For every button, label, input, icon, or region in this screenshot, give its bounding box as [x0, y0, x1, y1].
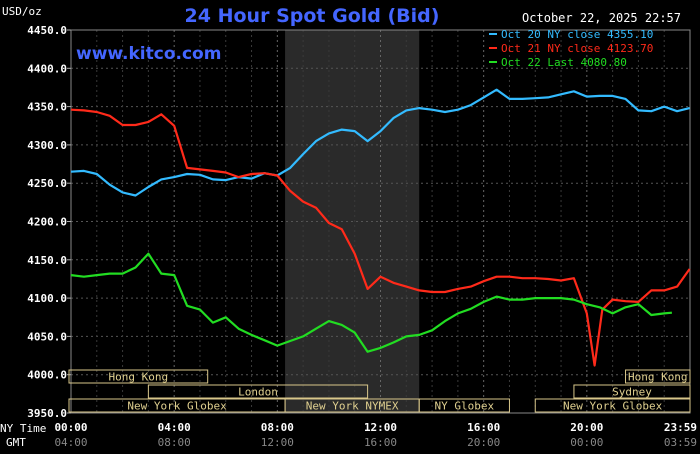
series-line-1 — [70, 88, 690, 197]
y-tick-label: 4350.0 — [27, 101, 67, 114]
ny-time-label: NY Time — [0, 422, 46, 435]
x-tick-gmt: 12:00 — [261, 436, 294, 449]
series-lines — [70, 88, 691, 367]
y-tick-label: 4300.0 — [27, 139, 67, 152]
x-tick-ny: 20:00 — [570, 421, 603, 434]
session-label: NY Globex — [435, 400, 495, 413]
y-tick-label: 4200.0 — [27, 216, 67, 229]
chart-title: 24 Hour Spot Gold (Bid) — [185, 5, 440, 27]
y-tick-label: 4400.0 — [27, 62, 67, 75]
gmt-label: GMT — [6, 436, 26, 449]
y-tick-label: 4250.0 — [27, 177, 67, 190]
x-tick-ny: 23:59 — [664, 421, 697, 434]
session-label: London — [238, 386, 278, 399]
legend-label-3: Oct 22 Last 4080.80 — [501, 56, 627, 69]
session-box — [68, 369, 209, 384]
y-tick-label: 4450.0 — [27, 24, 67, 37]
series-line-3 — [70, 252, 672, 353]
x-tick-ny: 00:00 — [54, 421, 87, 434]
session-label: Hong Kong — [109, 371, 169, 384]
x-tick-gmt: 04:00 — [54, 436, 87, 449]
x-tick-ny: 08:00 — [261, 421, 294, 434]
y-axis-ticks: 4450.0 4400.0 4350.0 4300.0 4250.0 4200.0 4150… — [27, 24, 71, 420]
session-box — [625, 369, 691, 384]
x-tick-ny: 16:00 — [467, 421, 500, 434]
x-tick-ny: 04:00 — [158, 421, 191, 434]
x-tick-gmt: 00:00 — [570, 436, 603, 449]
x-axis-ticks: NY Time GMT 00:00 04:00 04:00 08:00 08:00 12:… — [0, 421, 697, 449]
x-tick-gmt: 03:59 — [664, 436, 697, 449]
x-tick-gmt: 08:00 — [158, 436, 191, 449]
session-label: New York NYMEX — [306, 400, 399, 413]
date-stamp: October 22, 2025 22:57 — [522, 11, 681, 25]
y-tick-label: 3950.0 — [27, 407, 67, 420]
session-label: Hong Kong — [628, 371, 688, 384]
x-tick-ny: 12:00 — [364, 421, 397, 434]
x-tick-gmt: 16:00 — [364, 436, 397, 449]
y-tick-label: 4000.0 — [27, 369, 67, 382]
y-tick-label: 4100.0 — [27, 292, 67, 305]
legend-label-1: Oct 20 NY close 4355.10 — [501, 28, 653, 41]
y-axis-label: USD/oz — [2, 5, 42, 18]
watermark: www.kitco.com — [76, 44, 221, 64]
y-tick-label: 4150.0 — [27, 254, 67, 267]
session-box — [418, 398, 510, 413]
market-sessions: Hong Kong Hong Kong Sydney London New York G… — [68, 369, 691, 413]
session-box — [534, 398, 691, 413]
session-box — [147, 384, 369, 399]
session-label: New York Globex — [127, 400, 227, 413]
session-box — [573, 384, 691, 399]
legend-label-2: Oct 21 NY close 4123.70 — [501, 42, 653, 55]
series-line-2 — [70, 108, 691, 367]
session-label: Sydney — [612, 386, 652, 399]
y-tick-label: 4050.0 — [27, 330, 67, 343]
session-label: New York Globex — [563, 400, 663, 413]
x-tick-gmt: 20:00 — [467, 436, 500, 449]
